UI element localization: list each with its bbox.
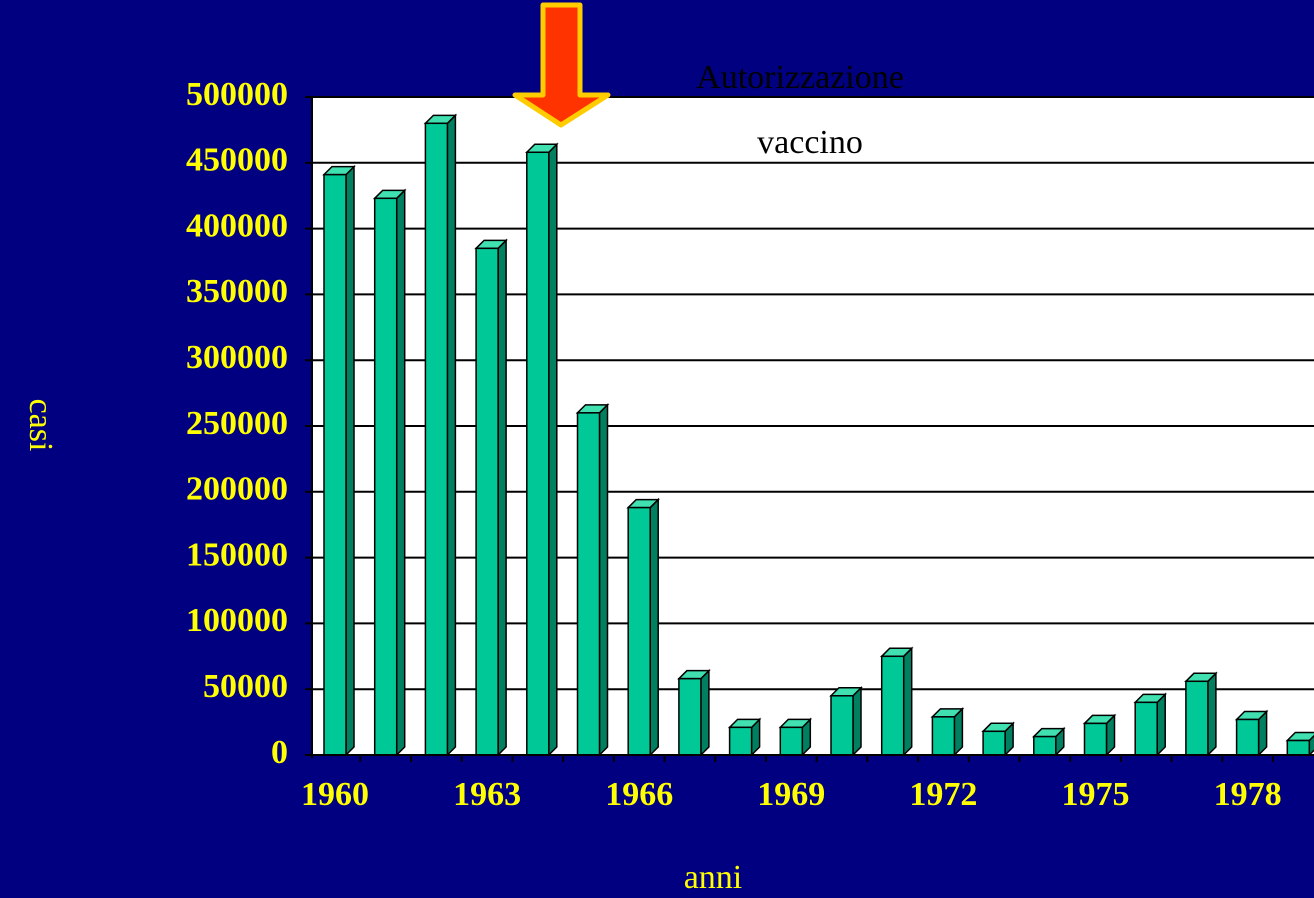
bar	[526, 151, 550, 756]
y-tick-label: 50000	[203, 668, 288, 705]
y-tick-label: 250000	[186, 405, 288, 442]
bar	[830, 695, 854, 756]
bar	[424, 122, 449, 756]
y-tick-label: 300000	[186, 339, 288, 376]
x-tick-label: 1960	[301, 776, 369, 813]
bar-side	[345, 164, 355, 757]
annotation: vaccino	[757, 124, 863, 161]
bar-side	[852, 685, 862, 757]
bar-side	[902, 646, 913, 757]
bar	[1235, 718, 1260, 756]
bars	[322, 113, 1314, 757]
bar	[576, 412, 601, 756]
bar-side	[446, 113, 457, 757]
bar-side	[1207, 671, 1217, 757]
bar	[1286, 739, 1311, 756]
bar-side	[395, 188, 406, 757]
arrow	[512, 2, 611, 128]
y-tick-label: 500000	[186, 76, 288, 113]
bar	[678, 677, 702, 756]
bar	[475, 247, 499, 756]
x-tick-label: 1969	[757, 776, 825, 813]
bar	[931, 716, 956, 756]
x-tick-label: 1972	[909, 776, 977, 813]
bar-side	[649, 497, 659, 757]
bar	[880, 655, 905, 756]
bar	[1134, 701, 1158, 756]
bar	[1033, 735, 1057, 756]
bar-side	[1156, 692, 1166, 757]
y-tick-label: 0	[271, 734, 288, 771]
y-tick-label: 350000	[186, 273, 288, 310]
x-tick-label: 1978	[1214, 776, 1282, 813]
bar	[323, 173, 347, 756]
bar	[779, 726, 804, 756]
x-tick-label: 1975	[1062, 776, 1130, 813]
bar	[1185, 680, 1209, 756]
x-axis-label: anni	[684, 859, 743, 896]
bar	[373, 197, 398, 756]
y-tick-label: 400000	[186, 207, 288, 244]
bar-side	[700, 668, 710, 757]
bar-side	[548, 142, 558, 757]
bar	[1083, 722, 1108, 756]
bar	[627, 506, 651, 756]
y-tick-label: 150000	[186, 536, 288, 573]
y-tick-label: 200000	[186, 471, 288, 508]
bar-side	[598, 403, 609, 757]
y-axis-label: casi	[22, 399, 59, 452]
y-tick-label: 100000	[186, 602, 288, 639]
x-tick-label: 1963	[453, 776, 521, 813]
bar	[728, 726, 753, 756]
bar-side	[497, 238, 507, 757]
x-tick-label: 1966	[605, 776, 673, 813]
bar	[982, 730, 1006, 756]
y-tick-label: 450000	[186, 142, 288, 179]
annotation: Autorizzazione	[696, 59, 904, 96]
